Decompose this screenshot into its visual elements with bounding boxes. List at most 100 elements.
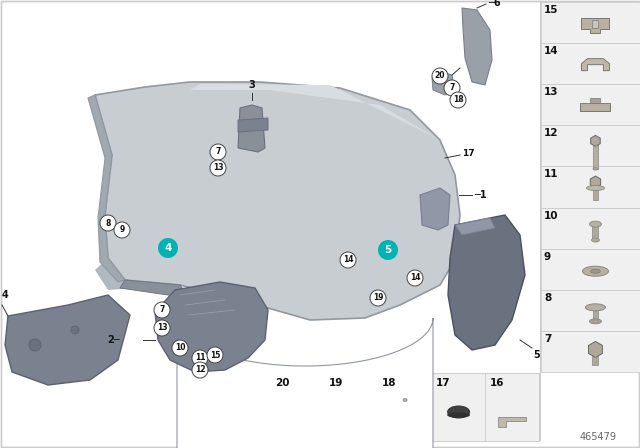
Text: 10: 10 [175,344,185,353]
Polygon shape [346,399,356,411]
Ellipse shape [591,238,600,242]
Circle shape [210,144,226,160]
Circle shape [432,68,448,84]
Text: 17: 17 [436,378,451,388]
Polygon shape [238,118,268,132]
FancyBboxPatch shape [591,98,600,103]
Text: 7: 7 [544,334,552,344]
Text: 13: 13 [544,87,559,97]
Ellipse shape [589,221,602,227]
Circle shape [71,326,79,334]
Polygon shape [590,176,601,188]
Circle shape [114,222,130,238]
Text: 14: 14 [544,46,559,56]
Ellipse shape [447,413,470,418]
Text: 7: 7 [215,147,221,156]
Circle shape [407,270,423,286]
Circle shape [444,80,460,96]
Circle shape [158,238,178,258]
Ellipse shape [589,319,602,324]
Circle shape [207,347,223,363]
Polygon shape [589,341,602,358]
Text: 15: 15 [210,350,220,359]
Ellipse shape [593,168,598,170]
Circle shape [378,240,398,260]
FancyBboxPatch shape [593,141,598,169]
Text: 13: 13 [212,164,223,172]
Text: ─6: ─6 [488,0,500,8]
FancyBboxPatch shape [541,331,640,372]
Text: 14: 14 [343,255,353,264]
FancyBboxPatch shape [541,43,640,84]
Text: 7: 7 [449,83,454,92]
Text: 11: 11 [195,353,205,362]
Text: 13: 13 [157,323,167,332]
Text: 18: 18 [452,95,463,104]
Ellipse shape [586,304,605,311]
Text: 12: 12 [544,128,559,138]
FancyBboxPatch shape [541,290,640,331]
Text: 4: 4 [164,243,172,253]
Polygon shape [455,218,495,235]
FancyBboxPatch shape [541,249,640,290]
Text: 19: 19 [328,378,343,388]
FancyBboxPatch shape [593,349,598,366]
Text: 3: 3 [248,80,255,90]
Ellipse shape [403,399,407,401]
Polygon shape [432,72,455,95]
Text: 11: 11 [544,169,559,180]
Polygon shape [582,59,609,71]
Text: ─1: ─1 [474,190,486,200]
Text: 18: 18 [382,378,397,388]
Circle shape [154,302,170,318]
Polygon shape [420,188,450,230]
FancyBboxPatch shape [541,84,640,125]
FancyBboxPatch shape [541,125,640,167]
Polygon shape [580,103,611,111]
Circle shape [340,252,356,268]
FancyBboxPatch shape [541,167,640,207]
Text: 5: 5 [385,245,392,255]
Polygon shape [448,215,525,350]
FancyBboxPatch shape [593,20,598,28]
Text: 17: 17 [462,150,475,159]
Polygon shape [120,280,185,296]
Text: 7: 7 [159,306,164,314]
Text: 8: 8 [106,219,111,228]
Circle shape [370,290,386,306]
Ellipse shape [586,185,604,190]
Polygon shape [190,84,455,175]
Circle shape [192,362,208,378]
Polygon shape [298,412,303,418]
FancyBboxPatch shape [593,307,598,321]
Text: 4: 4 [2,290,9,300]
Ellipse shape [582,266,609,276]
Circle shape [192,350,208,366]
Text: 2─: 2─ [108,335,120,345]
Polygon shape [95,82,460,320]
Text: 8: 8 [544,293,551,303]
Polygon shape [591,135,600,146]
Ellipse shape [591,269,600,273]
Polygon shape [582,17,609,33]
Polygon shape [88,95,125,282]
Polygon shape [238,105,265,152]
Circle shape [100,215,116,231]
Text: 465479: 465479 [579,432,616,442]
Circle shape [172,340,188,356]
Text: 15: 15 [544,5,559,15]
Text: 10: 10 [544,211,559,220]
Circle shape [29,339,41,351]
FancyBboxPatch shape [593,188,598,200]
FancyBboxPatch shape [593,224,598,240]
Polygon shape [95,258,180,290]
Polygon shape [288,406,294,412]
Text: 14: 14 [410,273,420,283]
Polygon shape [5,295,130,385]
Ellipse shape [447,406,470,418]
Polygon shape [498,417,526,427]
FancyBboxPatch shape [541,207,640,249]
Circle shape [210,160,226,176]
Text: 5: 5 [533,350,540,360]
Text: 12: 12 [195,366,205,375]
